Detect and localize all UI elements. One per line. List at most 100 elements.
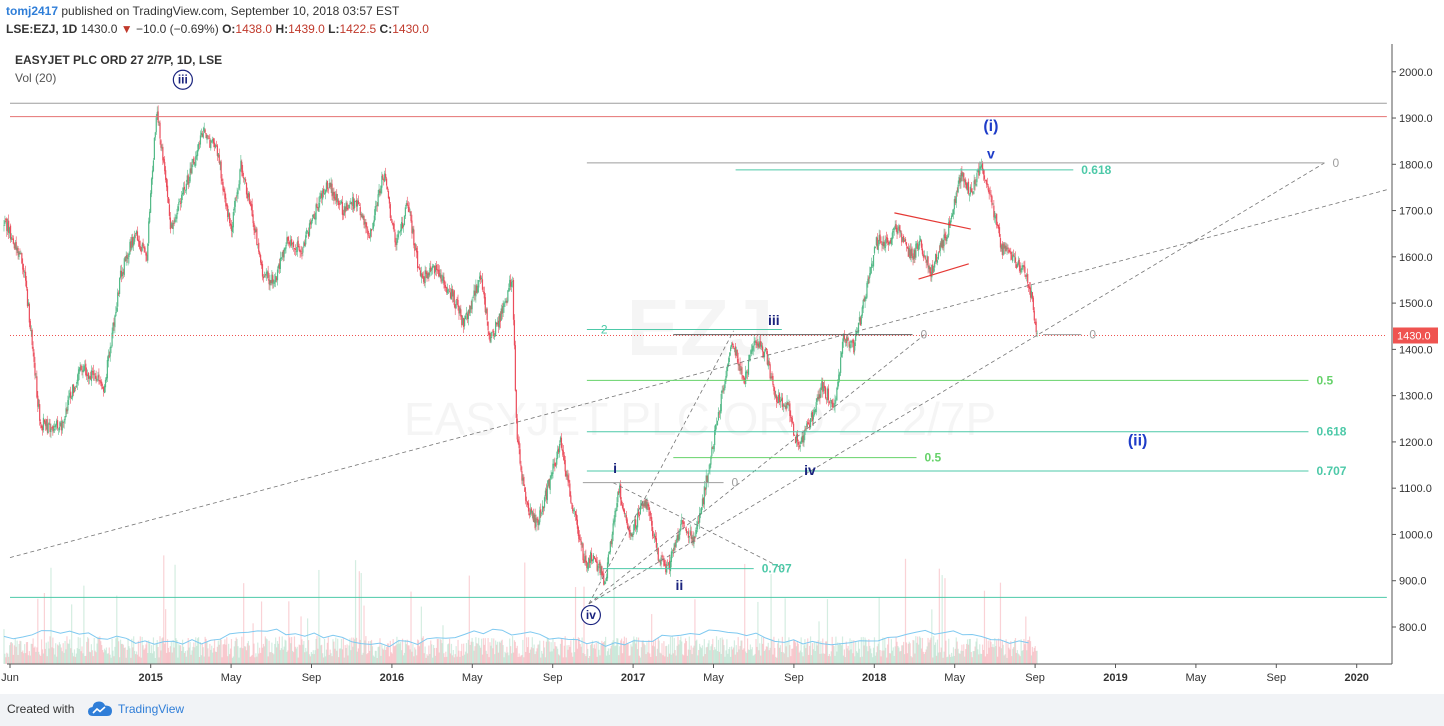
volume-bar xyxy=(822,638,824,664)
candle-body xyxy=(996,213,998,226)
candle xyxy=(852,338,854,348)
candle-body xyxy=(565,470,567,477)
candle xyxy=(940,238,942,249)
candle xyxy=(605,573,608,582)
volume-bar xyxy=(150,645,153,664)
candle xyxy=(243,172,245,183)
volume-bar xyxy=(128,646,130,664)
tradingview-cloud-icon[interactable] xyxy=(88,700,112,718)
candle xyxy=(596,557,598,573)
time-tick-label: 2017 xyxy=(621,672,645,684)
candle xyxy=(1025,274,1027,280)
volume-bar xyxy=(159,636,161,664)
volume-bar xyxy=(990,641,992,664)
candle-body xyxy=(35,376,37,378)
volume-bar xyxy=(87,638,90,664)
candle-body xyxy=(968,194,971,196)
candle-body xyxy=(730,344,733,347)
candle xyxy=(98,368,100,385)
candle xyxy=(388,196,390,209)
candle xyxy=(890,237,892,247)
candle xyxy=(225,193,227,210)
volume-bar xyxy=(260,601,263,664)
candle-body xyxy=(700,507,703,514)
wave-label: iv xyxy=(580,604,601,626)
volume-bar xyxy=(569,646,571,664)
candle xyxy=(845,334,847,347)
volume-bar xyxy=(865,639,867,664)
candle xyxy=(986,177,988,187)
trend-line xyxy=(894,212,971,230)
candle-body xyxy=(777,401,779,404)
volume-bar xyxy=(867,651,869,664)
volume-bar xyxy=(730,646,733,664)
candle-body xyxy=(379,190,381,193)
candle-body xyxy=(327,189,329,191)
candle xyxy=(644,500,646,508)
candle-body xyxy=(627,525,629,530)
last-price-tag-label: 1430.0 xyxy=(1397,330,1431,342)
volume-bar xyxy=(774,647,776,664)
candle xyxy=(11,235,14,240)
candle-body xyxy=(924,255,926,260)
candle-body xyxy=(431,268,433,270)
candle xyxy=(749,349,751,362)
candle xyxy=(552,459,554,479)
volume-bar xyxy=(1020,639,1022,664)
volume-bar xyxy=(837,642,839,664)
candle xyxy=(106,356,108,383)
candle-body xyxy=(984,180,987,181)
candle-body xyxy=(579,538,581,540)
candle xyxy=(197,141,200,152)
candle-body xyxy=(710,456,712,465)
volume-bar xyxy=(417,639,419,664)
candle xyxy=(282,250,284,262)
volume-bar xyxy=(615,645,617,664)
candle-body xyxy=(440,274,442,282)
volume-bar xyxy=(299,645,301,664)
candle-body xyxy=(1013,256,1016,258)
candle-body xyxy=(683,525,686,527)
candle xyxy=(609,540,611,555)
candle-body xyxy=(964,180,966,183)
candle-body xyxy=(835,398,837,400)
volume-bar xyxy=(499,642,501,664)
candle-body xyxy=(167,197,170,204)
candle-body xyxy=(584,556,586,562)
tradingview-brand-link[interactable]: TradingView xyxy=(118,702,185,716)
candle xyxy=(933,265,935,274)
candle-body xyxy=(947,235,949,238)
volume-bar xyxy=(495,640,497,664)
volume-bar xyxy=(312,650,314,664)
candle-body xyxy=(673,543,675,551)
candle-body xyxy=(636,525,638,530)
volume-bar xyxy=(219,638,221,664)
candle-body xyxy=(541,513,543,514)
candle xyxy=(592,552,594,564)
candle-body xyxy=(786,401,788,409)
author-link[interactable]: tomj2417 xyxy=(6,4,59,18)
volume-bar xyxy=(114,646,116,664)
volume-bar xyxy=(616,638,618,664)
candle-body xyxy=(61,421,63,431)
candle xyxy=(883,235,885,250)
volume-bar xyxy=(1022,650,1024,664)
candle-body xyxy=(774,390,776,397)
candle-body xyxy=(1004,245,1006,249)
candle xyxy=(305,231,307,248)
volume-bar xyxy=(374,650,376,664)
volume-bar xyxy=(925,649,927,664)
candle-body xyxy=(282,250,284,257)
candle-body xyxy=(773,385,775,392)
volume-bar xyxy=(1015,652,1018,664)
candle-body xyxy=(1010,251,1012,255)
candle-body xyxy=(100,381,102,384)
candle xyxy=(722,385,724,394)
price-tick-label: 1700.0 xyxy=(1399,206,1433,218)
candle xyxy=(399,231,401,233)
volume-bar xyxy=(784,598,786,664)
candle xyxy=(573,507,576,517)
candle xyxy=(354,200,357,203)
candle-body xyxy=(291,243,294,245)
